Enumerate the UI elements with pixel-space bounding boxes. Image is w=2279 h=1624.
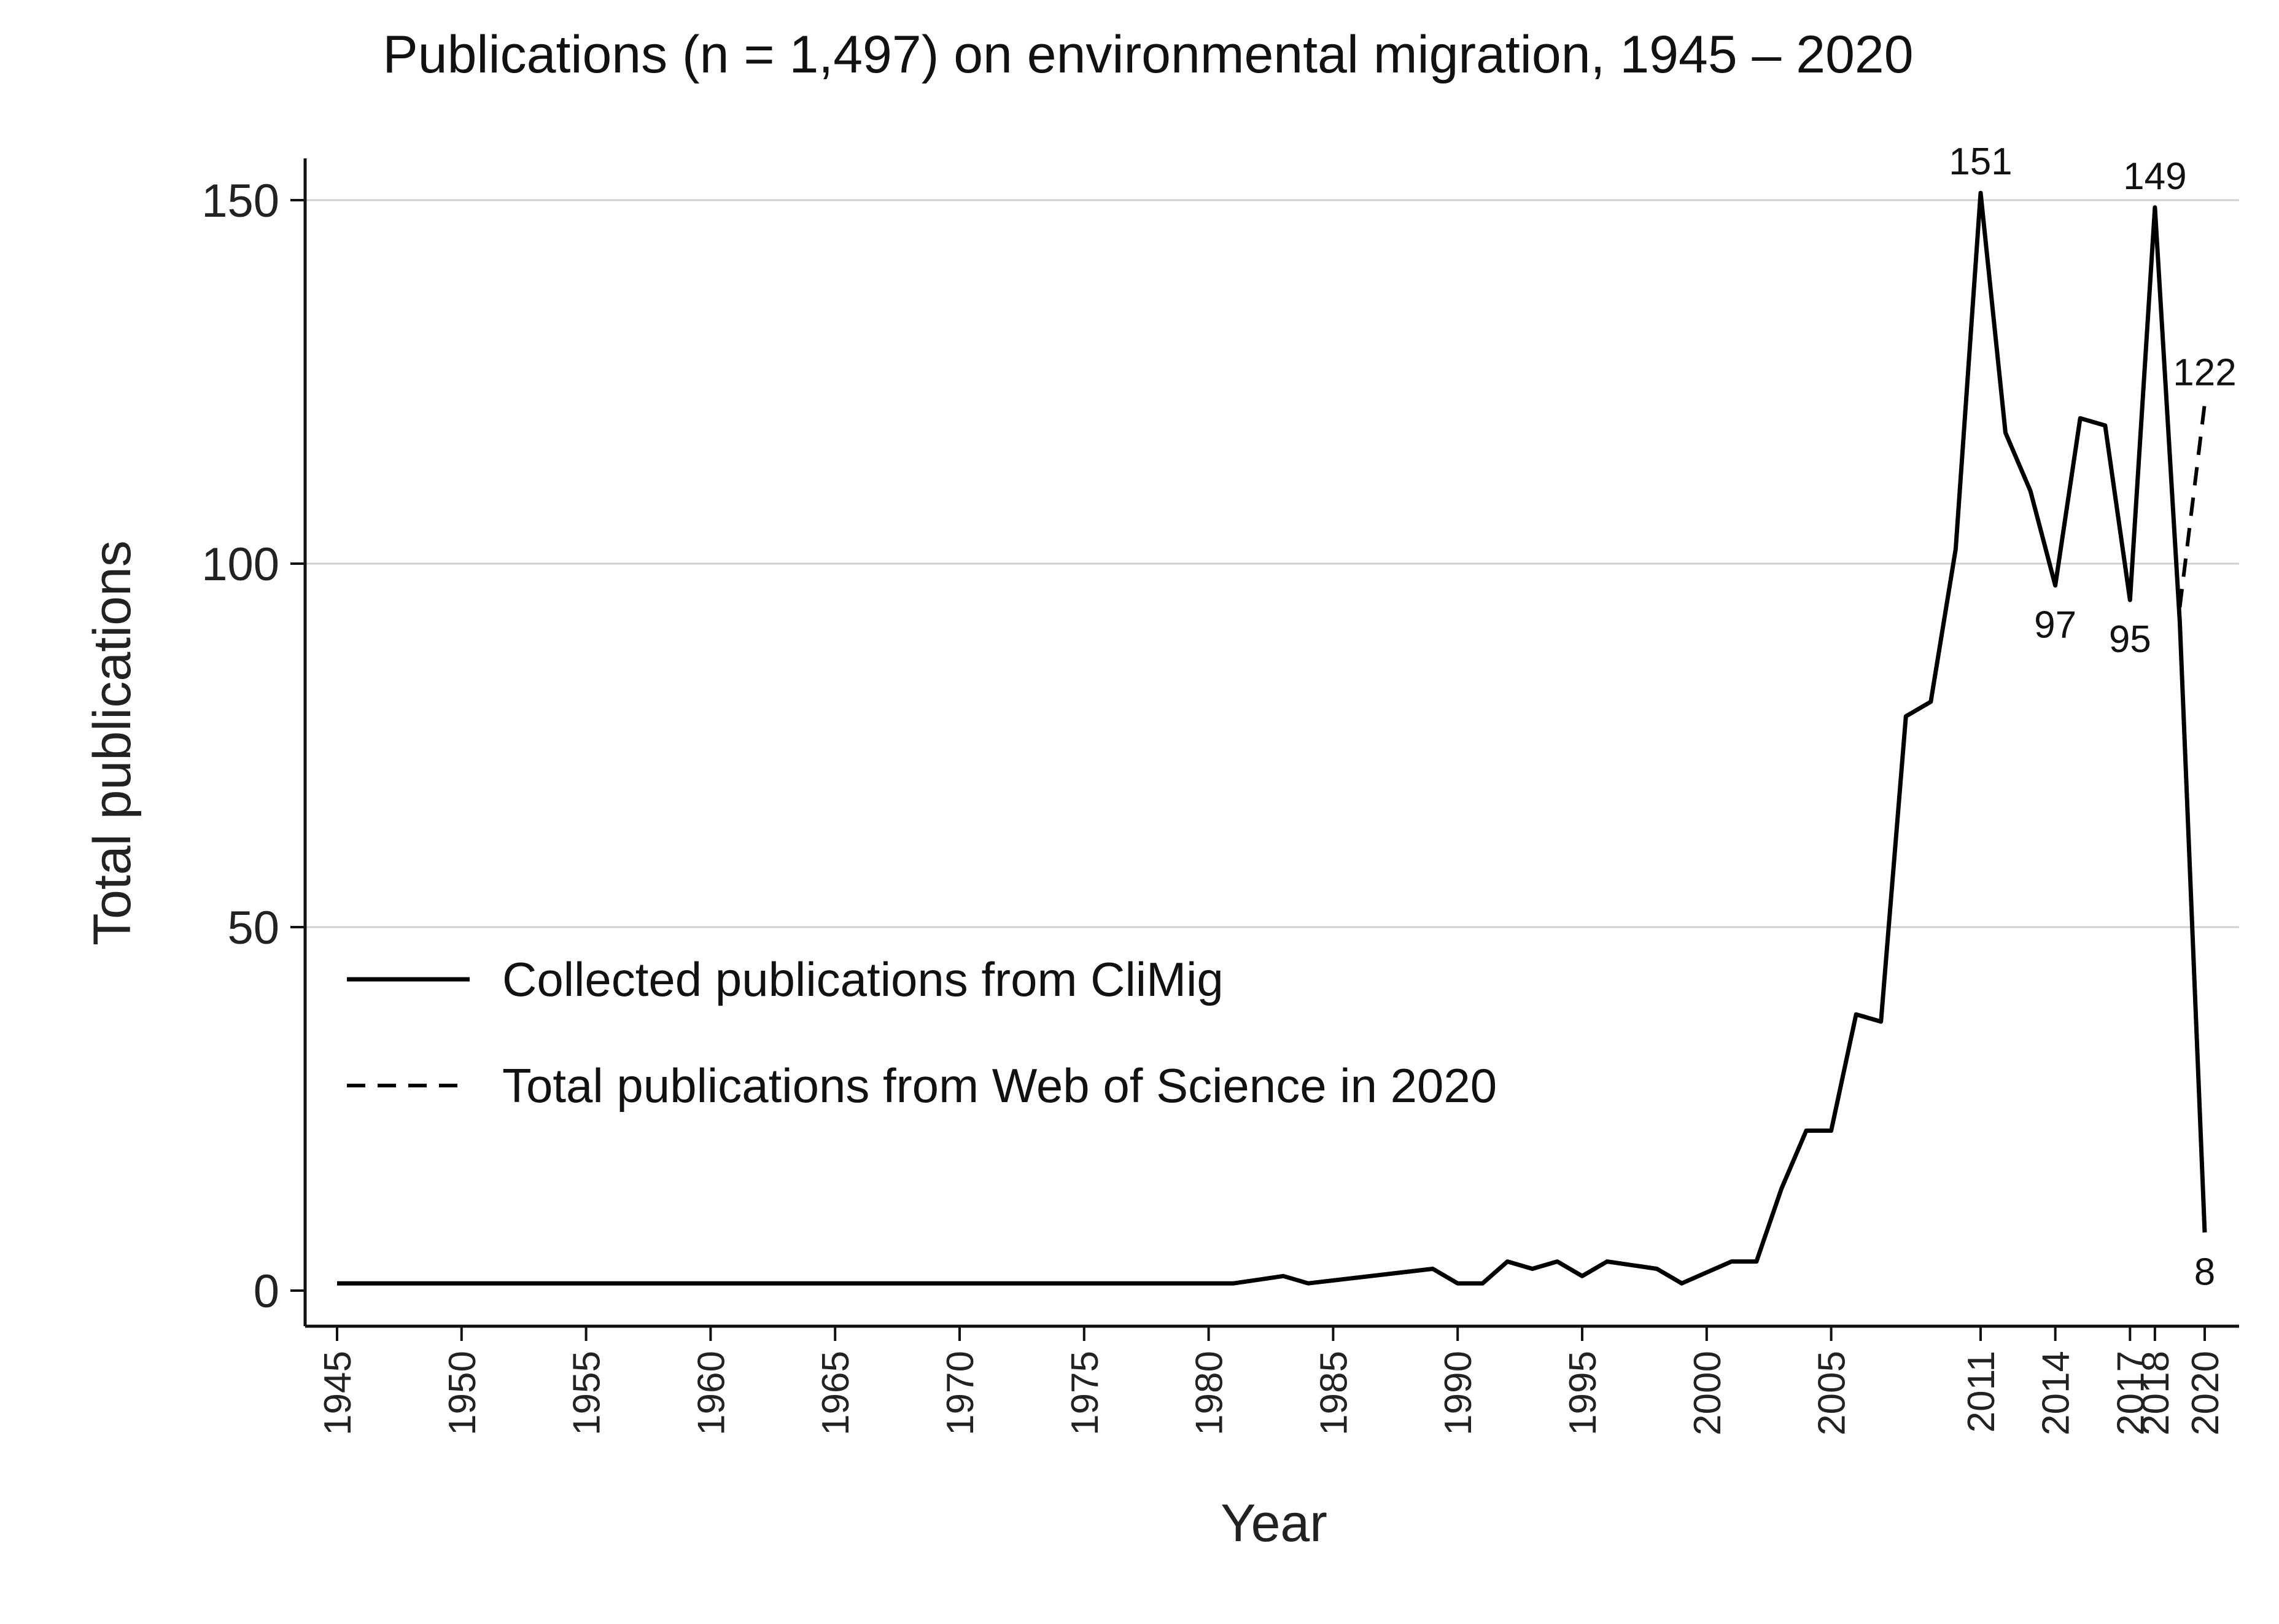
data-label-95: 95 bbox=[2109, 618, 2151, 661]
legend: Collected publications from CliMig Total… bbox=[347, 952, 1497, 1113]
x-tick-label-2017: 2017 bbox=[2110, 1351, 2152, 1436]
x-tick-label-1990: 1990 bbox=[1437, 1351, 1480, 1436]
data-label-8: 8 bbox=[2194, 1251, 2215, 1293]
x-tick-label-2011: 2011 bbox=[1960, 1351, 2003, 1432]
data-label-149: 149 bbox=[2123, 155, 2186, 198]
x-tick-label-1985: 1985 bbox=[1313, 1351, 1355, 1436]
data-label-97: 97 bbox=[2034, 604, 2076, 647]
data-labels: 151 149 122 97 95 8 bbox=[1949, 141, 2236, 1293]
x-tick-label-2014: 2014 bbox=[2035, 1351, 2078, 1436]
data-label-122: 122 bbox=[2173, 352, 2236, 394]
axes bbox=[303, 158, 2239, 1328]
y-tick-label-100: 100 bbox=[201, 538, 279, 591]
series-lines bbox=[337, 190, 2207, 1286]
x-ticks: 1945 1950 1955 1960 1965 1970 1975 1980 1985 1990… bbox=[317, 1326, 2227, 1436]
y-tick-label-50: 50 bbox=[227, 902, 279, 954]
x-tick-label-1975: 1975 bbox=[1064, 1351, 1106, 1436]
data-label-151: 151 bbox=[1949, 141, 2012, 183]
x-tick-label-1945: 1945 bbox=[317, 1351, 359, 1436]
x-tick-label-1965: 1965 bbox=[815, 1351, 857, 1436]
gridlines bbox=[305, 199, 2239, 928]
x-tick-label-1950: 1950 bbox=[441, 1351, 484, 1436]
x-tick-label-1955: 1955 bbox=[566, 1351, 608, 1436]
x-tick-label-1960: 1960 bbox=[690, 1351, 732, 1436]
y-tick-label-0: 0 bbox=[254, 1265, 279, 1318]
chart-title: Publications (n = 1,497) on environmenta… bbox=[382, 25, 1913, 84]
x-tick-label-1980: 1980 bbox=[1189, 1351, 1231, 1436]
y-axis-title: Total publications bbox=[83, 540, 142, 946]
x-axis-title: Year bbox=[1221, 1494, 1327, 1553]
x-tick-label-1995: 1995 bbox=[1562, 1351, 1604, 1436]
x-tick-label-2018: 2018 bbox=[2135, 1351, 2177, 1436]
y-tick-label-150: 150 bbox=[201, 175, 279, 227]
x-tick-label-2020: 2020 bbox=[2184, 1351, 2227, 1436]
x-tick-label-1970: 1970 bbox=[939, 1351, 982, 1436]
series-line-0 bbox=[337, 190, 2207, 1286]
x-tick-label-2005: 2005 bbox=[1811, 1351, 1854, 1436]
y-ticks: 0 50 100 150 bbox=[201, 175, 305, 1318]
legend-label-wos: Total publications from Web of Science i… bbox=[502, 1059, 1497, 1113]
legend-label-climig: Collected publications from CliMig bbox=[502, 952, 1224, 1006]
series-line-1 bbox=[2178, 403, 2207, 608]
x-tick-label-2000: 2000 bbox=[1687, 1351, 1729, 1436]
